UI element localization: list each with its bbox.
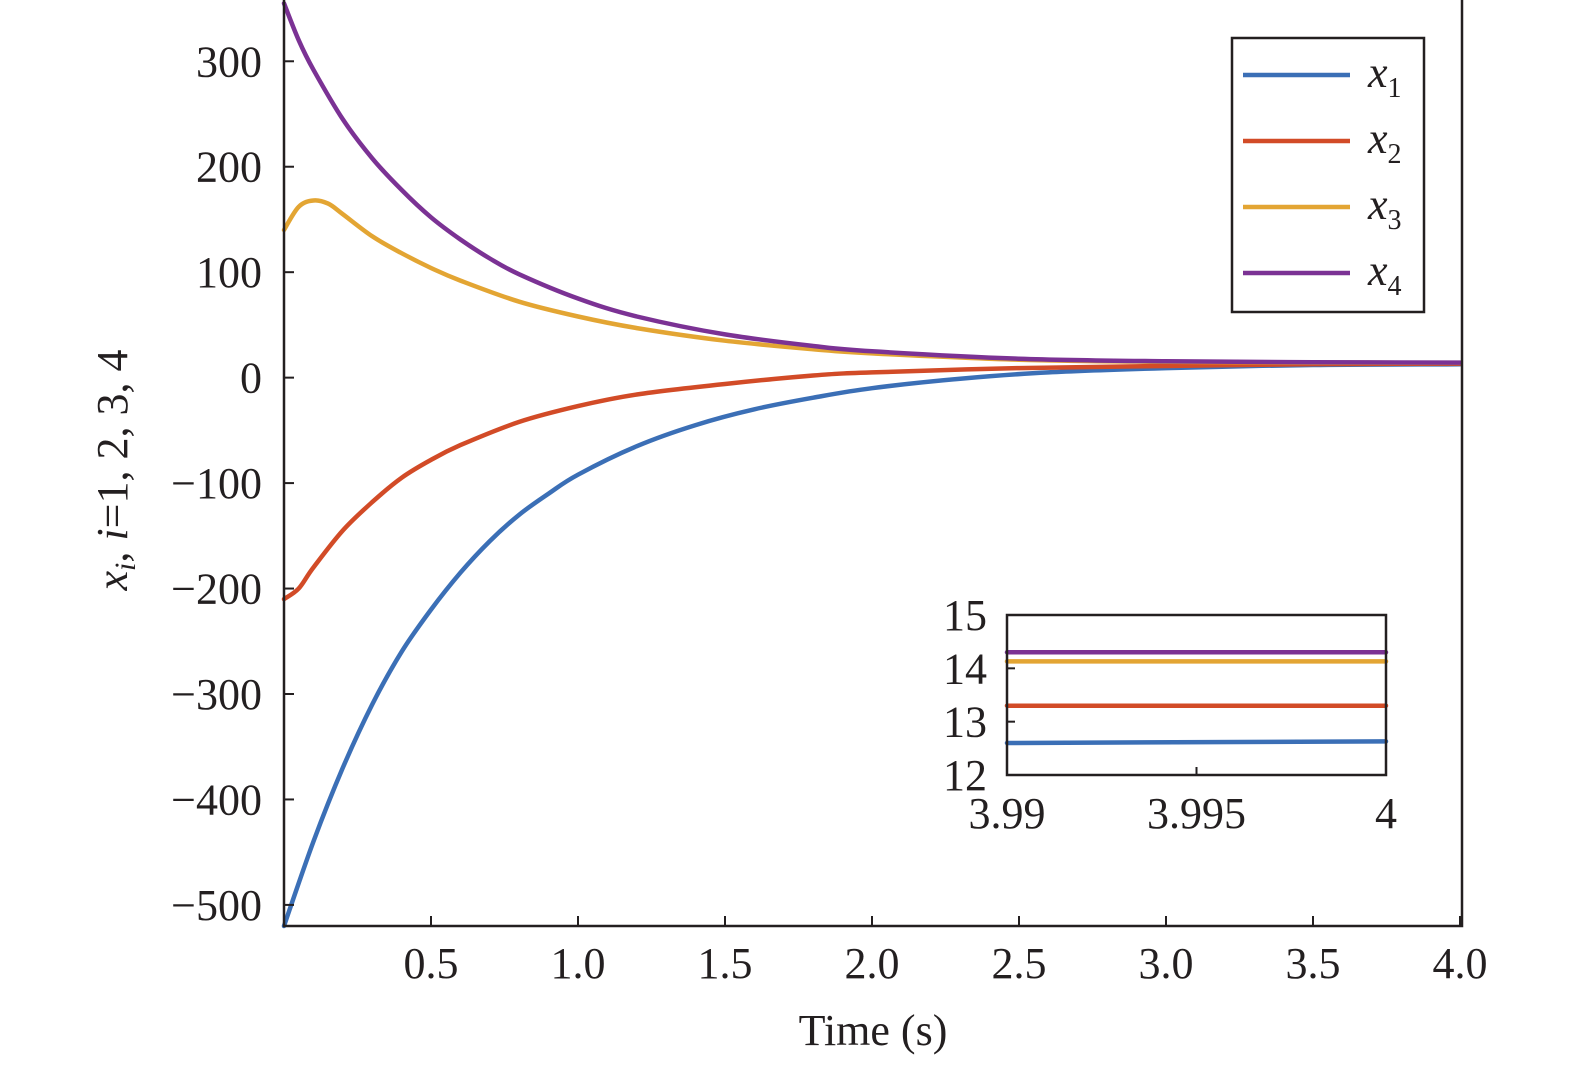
- x-tick-label: 4.0: [1433, 939, 1488, 988]
- legend-label-x1: x1: [1367, 48, 1402, 104]
- y-tick-label: 100: [196, 248, 262, 297]
- y-tick-label: −100: [171, 459, 262, 508]
- legend: x1 x2 x3 x4: [1230, 36, 1426, 314]
- x-tick-label: 2.0: [845, 939, 900, 988]
- inset-y-tick-label: 15: [943, 591, 987, 640]
- legend-label-x3: x3: [1367, 180, 1402, 236]
- x-tick-label: 3.5: [1286, 939, 1341, 988]
- y-tick-label: 200: [196, 143, 262, 192]
- inset-series-group: [1004, 650, 1389, 746]
- y-tick-label: −500: [171, 881, 262, 930]
- main-series-group: [281, 1, 1463, 929]
- x-axis-title: Time (s): [799, 1006, 948, 1055]
- legend-label-x2: x2: [1367, 114, 1402, 170]
- inset-frame: [1007, 615, 1386, 775]
- series-line-x4: [281, 1, 1463, 365]
- y-tick-label: −400: [171, 775, 262, 824]
- legend-box: [1230, 36, 1426, 314]
- y-tick-label: −200: [171, 565, 262, 614]
- x-tick-label: 0.5: [404, 939, 459, 988]
- x-tick-label: 1.0: [551, 939, 606, 988]
- x-tick-label: 1.5: [698, 939, 753, 988]
- inset-x-tick-label: 3.995: [1147, 789, 1246, 838]
- y-tick-label: 0: [240, 354, 262, 403]
- x-tick-label: 3.0: [1139, 939, 1194, 988]
- inset-x-axis: 3.99 3.995 4: [969, 767, 1397, 838]
- series-line-x2: [281, 361, 1463, 602]
- inset-y-tick-label: 13: [943, 698, 987, 747]
- inset-x-tick-label: 4: [1375, 789, 1397, 838]
- inset-y-tick-label: 12: [943, 751, 987, 800]
- inset-x-tick-label: 3.99: [969, 789, 1046, 838]
- x-tick-label: 2.5: [992, 939, 1047, 988]
- series-line-x1: [281, 362, 1463, 929]
- y-tick-label: −300: [171, 670, 262, 719]
- y-axis: 300 200 100 0 −100 −200 −300 −400 −500: [171, 37, 294, 930]
- y-tick-label: 300: [196, 37, 262, 86]
- inset-series-line-x1: [1004, 739, 1389, 746]
- x-axis: 0.5 1.0 1.5 2.0 2.5 3.0 3.5 4.0: [404, 916, 1488, 988]
- legend-label-x4: x4: [1367, 246, 1402, 302]
- inset-y-tick-label: 14: [943, 644, 987, 693]
- series-line-x3: [281, 198, 1463, 366]
- svg-text:xi, i=1, 2, 3, 4: xi, i=1, 2, 3, 4: [88, 350, 142, 592]
- y-axis-title: xi, i=1, 2, 3, 4: [88, 350, 142, 592]
